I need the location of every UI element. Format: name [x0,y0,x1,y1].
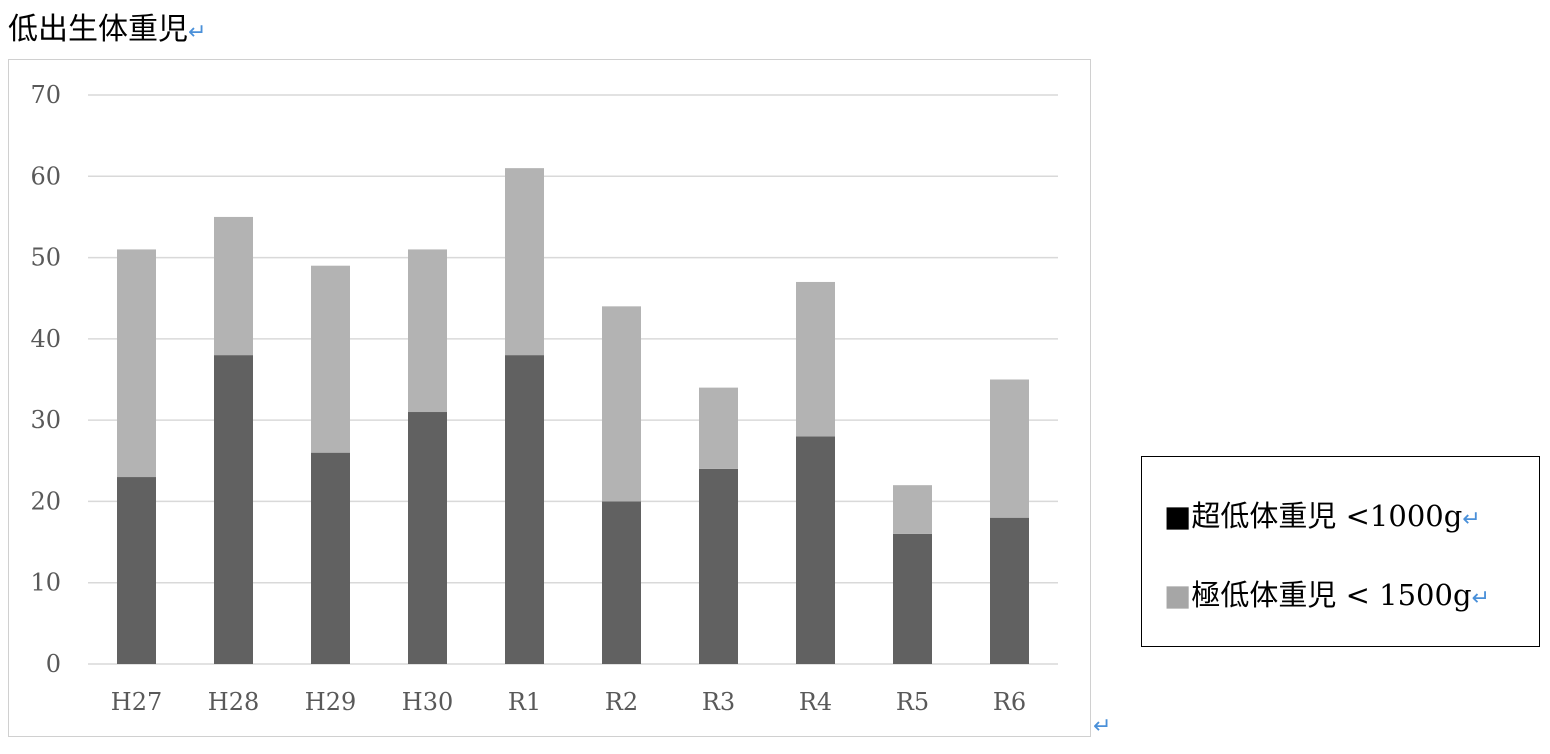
y-tick-label: 0 [46,650,61,678]
chart-title-text: 低出生体重児 [8,12,188,47]
bar-segment [408,412,447,664]
legend-swatch-light: ■ [1164,578,1192,612]
x-tick-label: H29 [305,688,356,716]
x-tick-label: H27 [111,688,162,716]
bar-segment [893,485,932,534]
stacked-bar-chart: 0 10 20 30 40 50 60 70 H27 H28 H29 H30 R1 R2 R3 R4 R5 R6 [30,81,1058,716]
bar-segment [602,306,641,502]
legend-item-very-low: ■極低体重児 < 1500g↵ [1164,578,1490,616]
bar-segment [893,533,932,664]
bar-segment [699,468,738,664]
bar-segment [505,355,544,664]
bar-segment [214,216,253,356]
x-tick-label: R1 [508,688,541,716]
x-tick-label: R2 [605,688,638,716]
y-tick-label: 40 [30,325,61,353]
y-tick-label: 60 [30,162,61,190]
bar-segment [990,379,1029,518]
chart-title: 低出生体重児↵ [8,10,206,53]
bar-segment [117,249,156,478]
bar-segment [214,355,253,664]
bar-segment [796,281,835,437]
chart-frame[interactable]: 0 10 20 30 40 50 60 70 H27 H28 H29 H30 R1 R2 R3 R4 R5 R6 [8,59,1091,737]
bar-segment [699,387,738,469]
bar-segment [990,517,1029,664]
bar-segment [408,249,447,413]
y-tick-label: 30 [30,406,61,434]
bar-segment [796,436,835,664]
legend-label-extremely-low: 超低体重児 <1000g [1191,499,1463,533]
legend-box[interactable]: ■超低体重児 <1000g↵ ■極低体重児 < 1500g↵ [1141,456,1540,647]
paragraph-mark-icon: ↵ [188,20,207,45]
bar-segment [602,501,641,664]
legend-swatch-dark: ■ [1164,499,1192,533]
paragraph-mark-icon: ↵ [1471,586,1490,611]
legend-item-extremely-low: ■超低体重児 <1000g↵ [1164,499,1481,537]
paragraph-mark-icon: ↵ [1462,507,1481,532]
x-tick-label: R6 [993,688,1026,716]
bar-segment [117,477,156,664]
x-tick-label: R5 [896,688,929,716]
bar-segment [311,265,350,453]
x-tick-label: H28 [208,688,259,716]
x-tick-label: R3 [702,688,735,716]
y-tick-label: 50 [30,244,61,272]
bar-segment [505,168,544,356]
y-tick-label: 20 [30,487,61,515]
y-tick-label: 10 [30,569,61,597]
x-tick-label: H30 [402,688,453,716]
paragraph-mark-icon: ↵ [1093,714,1112,739]
legend-label-very-low: 極低体重児 < 1500g [1191,578,1472,612]
bar-segment [311,452,350,664]
x-tick-label: R4 [799,688,832,716]
y-tick-label: 70 [30,81,61,109]
